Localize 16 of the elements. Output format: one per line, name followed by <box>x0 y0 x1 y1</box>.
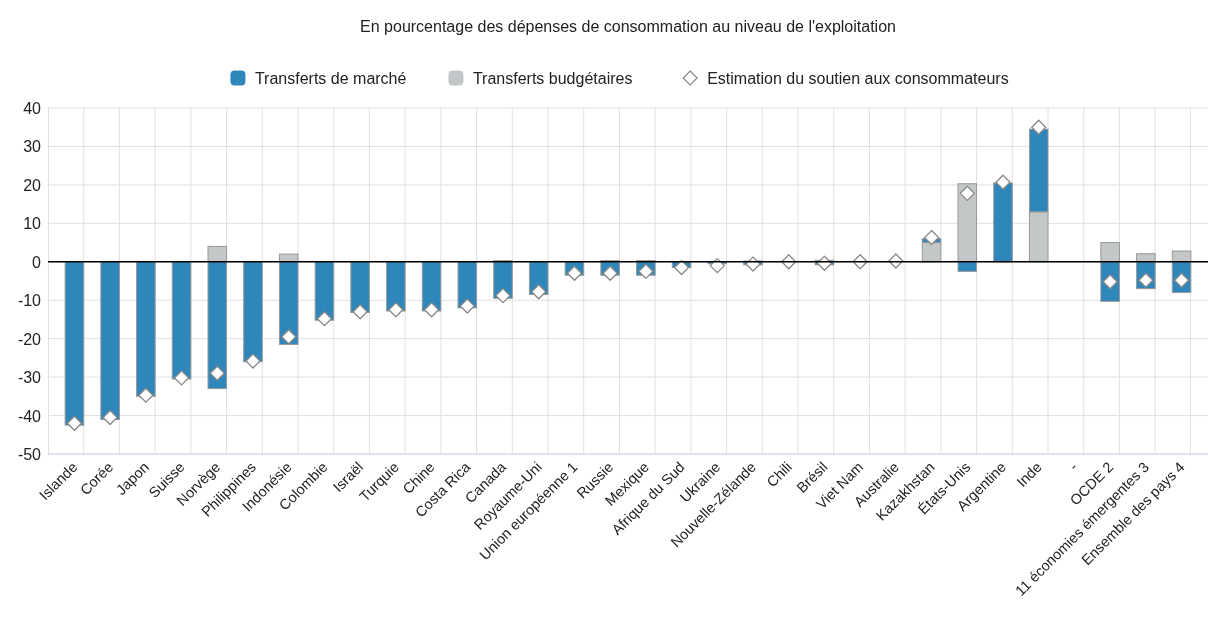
chart-title: En pourcentage des dépenses de consommation au niveau de l'exploitation <box>360 18 896 35</box>
y-tick-label: -10 <box>17 292 42 310</box>
y-tick-label: 40 <box>23 100 42 117</box>
x-tick-label: Inde <box>1013 458 1045 491</box>
y-tick-label: -50 <box>17 446 42 463</box>
y-tick-label: -30 <box>17 369 42 387</box>
y-tick-label: -40 <box>17 407 42 425</box>
legend-label: Estimation du soutien aux consommateurs <box>707 70 1009 87</box>
y-tick-label: -20 <box>17 330 42 348</box>
legend-label: Transferts de marché <box>254 70 407 87</box>
y-tick-label: 20 <box>23 176 42 194</box>
y-tick-label: 0 <box>32 253 42 271</box>
legend-label: Transferts budgétaires <box>472 70 633 87</box>
y-tick-label: 10 <box>23 215 42 233</box>
x-tick-label: - <box>1065 458 1081 474</box>
y-tick-label: 30 <box>23 138 42 156</box>
